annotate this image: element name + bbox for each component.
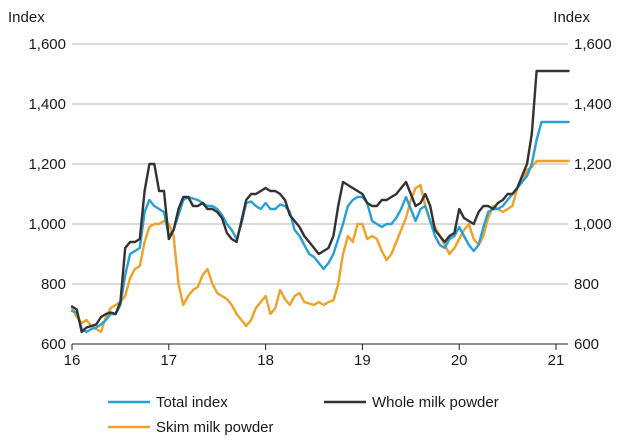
x-tick-label: 17 [160,352,177,369]
left-y-tick-label: 1,400 [28,96,66,113]
right-y-tick-label: 600 [574,336,599,353]
right-y-tick-labels: 600 800 1,000 1,200 1,400 1,600 [574,36,612,353]
right-y-tick-label: 1,000 [574,216,612,233]
right-y-tick-label: 1,400 [574,96,612,113]
x-tick-label: 16 [64,352,81,369]
series-line-total-index [70,120,570,334]
right-axis-unit: Index [553,9,590,26]
legend: Total index Whole milk powder Skim milk po… [108,394,499,436]
right-y-tick-label: 1,600 [574,36,612,53]
left-y-tick-label: 600 [41,336,66,353]
series-line-whole-milk-powder [70,69,570,334]
legend-label-total-index: Total index [156,394,228,411]
series-lines [70,69,570,334]
left-y-tick-labels: 600 800 1,000 1,200 1,400 1,600 [28,36,66,353]
left-y-tick-label: 1,600 [28,36,66,53]
series-line-skim-milk-powder [70,159,570,334]
right-y-tick-label: 1,200 [574,156,612,173]
legend-label-skim-milk-powder: Skim milk powder [156,419,274,436]
left-y-tick-label: 1,200 [28,156,66,173]
left-y-tick-label: 800 [41,276,66,293]
gridlines [72,43,568,345]
right-y-tick-label: 800 [574,276,599,293]
left-y-tick-label: 1,000 [28,216,66,233]
left-axis-unit: Index [8,9,45,26]
x-tick-label: 19 [354,352,371,369]
x-tick-label: 20 [451,352,468,369]
x-tick-label: 21 [548,352,565,369]
x-tick-label: 18 [257,352,274,369]
x-tick-labels: 16 17 18 19 20 21 [64,344,565,369]
legend-label-whole-milk-powder: Whole milk powder [372,394,499,411]
